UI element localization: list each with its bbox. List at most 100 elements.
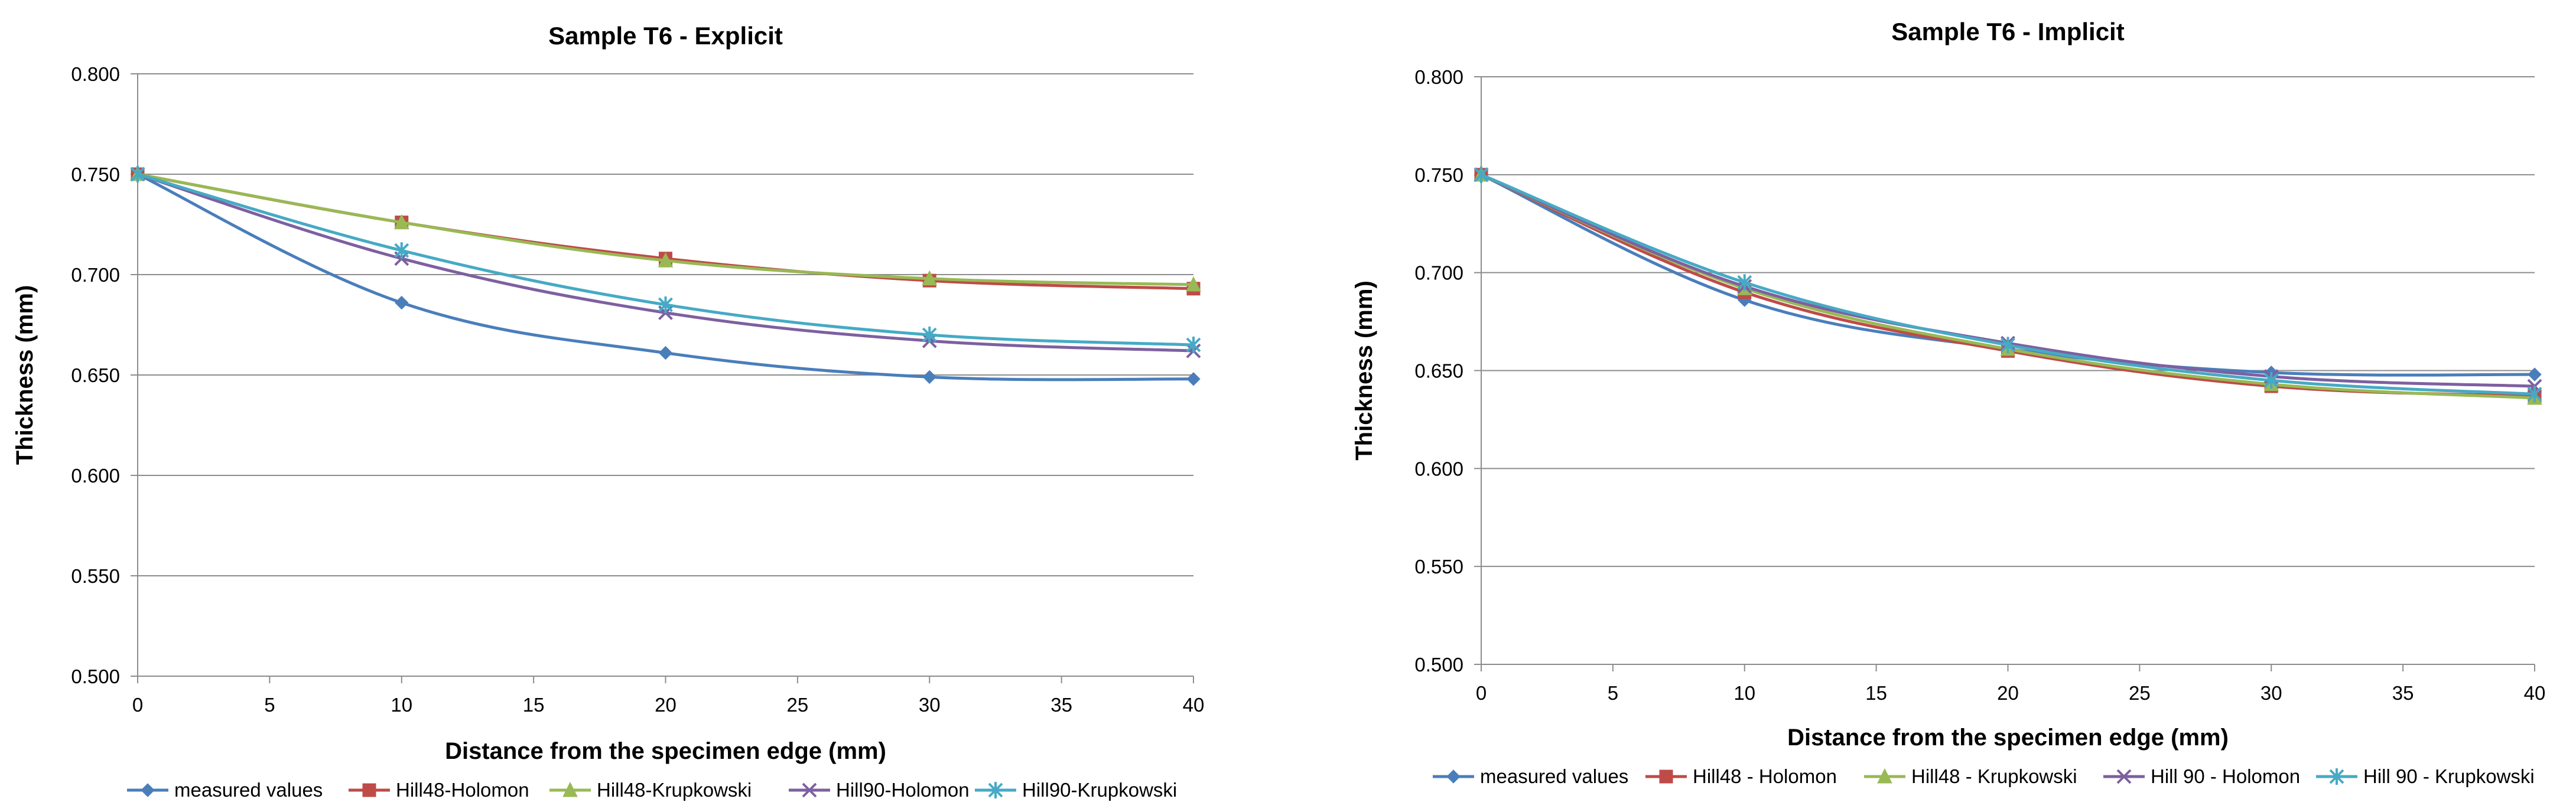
chart-implicit-svg: Sample T6 - Implicit 0.500 0.550 0.600 0.650…	[1351, 18, 2546, 787]
legend-label: Hill90-Krupkowski	[1022, 779, 1177, 801]
chart-title: Sample T6 - Implicit	[1891, 18, 2124, 45]
legend-label: Hill48 - Holomon	[1693, 765, 1837, 787]
y-tick-label: 0.650	[71, 364, 120, 386]
legend-item: Hill48 - Krupkowski	[1864, 765, 2077, 787]
series-3	[1474, 167, 2542, 394]
y-axis-title: Thickness (mm)	[12, 285, 38, 465]
legend-item: measured values	[127, 779, 323, 801]
legend-item: Hill90-Holomon	[789, 779, 970, 801]
legend-marker	[1877, 768, 1892, 784]
x-tick-label: 30	[919, 694, 941, 716]
data-point	[394, 242, 409, 259]
x-tick-label: 40	[2524, 682, 2546, 704]
x-tick-label: 40	[1183, 694, 1205, 716]
series-2	[1474, 166, 2542, 405]
y-tick-label: 0.500	[71, 666, 120, 687]
x-tick-label: 20	[655, 694, 676, 716]
legend-marker	[802, 782, 817, 798]
legend-marker	[141, 783, 155, 797]
series-4	[1474, 166, 2542, 403]
series-0	[131, 167, 1201, 386]
legend-marker	[2116, 769, 2132, 784]
legend-label: Hill90-Holomon	[836, 779, 970, 801]
legend-marker	[1446, 769, 1461, 784]
data-point	[2528, 367, 2542, 381]
y-tick-label: 0.700	[1414, 262, 1463, 284]
legend-marker	[1659, 769, 1673, 784]
y-axis-title: Thickness (mm)	[1351, 281, 1377, 461]
x-tick-label: 5	[264, 694, 275, 716]
x-axis-title: Distance from the specimen edge (mm)	[445, 738, 886, 764]
x-tick-label: 0	[1476, 682, 1487, 704]
x-tick-label: 30	[2260, 682, 2282, 704]
series-line	[137, 172, 1194, 291]
data-point	[393, 214, 409, 230]
data-point	[2527, 386, 2542, 403]
series-line	[137, 172, 1194, 286]
data-point	[1474, 166, 1489, 183]
data-point	[1186, 276, 1201, 292]
legend-item: Hill48-Krupkowski	[549, 779, 752, 801]
legend-label: Hill48-Holomon	[396, 779, 529, 801]
x-tick-label: 35	[1050, 694, 1072, 716]
chart-title: Sample T6 - Explicit	[548, 22, 783, 50]
legend-item: Hill 90 - Krupkowski	[2316, 765, 2535, 787]
x-axis-title: Distance from the specimen edge (mm)	[1787, 725, 2229, 751]
x-tick-label: 25	[787, 694, 809, 716]
data-point	[2001, 337, 2015, 354]
series-4	[130, 166, 1201, 353]
y-tick-label: 0.800	[71, 63, 120, 85]
legend-item: Hill 90 - Holomon	[2103, 765, 2300, 787]
legend-label: Hill 90 - Holomon	[2151, 765, 2300, 787]
series-2	[130, 165, 1201, 292]
y-tick-label: 0.700	[71, 264, 120, 286]
data-point	[658, 252, 674, 268]
y-tick-label: 0.600	[71, 465, 120, 487]
legend-marker	[2329, 768, 2344, 785]
series-1	[131, 167, 1201, 296]
data-point	[395, 295, 409, 310]
x-tick-label: 10	[391, 694, 412, 716]
x-tick-label: 5	[1608, 682, 1618, 704]
x-tick-label: 10	[1733, 682, 1755, 704]
series-line	[1481, 173, 2535, 400]
data-point	[922, 370, 936, 384]
data-point	[1186, 337, 1201, 353]
data-point	[922, 327, 937, 343]
legend-item: Hill48 - Holomon	[1645, 765, 1837, 787]
y-tick-label: 0.600	[1414, 458, 1463, 480]
legend-marker	[988, 782, 1003, 798]
chart-explicit: Sample T6 - Explicit 0.500 0.550 0.600 0.650…	[12, 22, 1205, 801]
data-point	[1737, 274, 1752, 291]
y-tick-label: 0.550	[1414, 556, 1463, 578]
data-point	[1186, 372, 1201, 386]
legend-item: measured values	[1433, 765, 1628, 787]
series-1	[1474, 168, 2542, 403]
legend-label: Hill48 - Krupkowski	[1911, 765, 2077, 787]
legend-label: Hill 90 - Krupkowski	[2363, 765, 2535, 787]
data-point	[130, 166, 145, 182]
series-line	[1480, 173, 2535, 398]
x-tick-label: 0	[132, 694, 143, 716]
chart-explicit-svg: Sample T6 - Explicit 0.500 0.550 0.600 0.650…	[12, 22, 1205, 801]
x-tick-label: 15	[523, 694, 545, 716]
legend-label: measured values	[174, 779, 323, 801]
data-point	[658, 345, 673, 360]
y-tick-label: 0.500	[1414, 654, 1463, 676]
legend-marker	[362, 783, 376, 797]
x-tick-label: 35	[2392, 682, 2414, 704]
x-tick-label: 25	[2129, 682, 2151, 704]
y-tick-label: 0.750	[1414, 164, 1463, 186]
data-point	[2263, 372, 2279, 389]
y-tick-label: 0.650	[1414, 360, 1463, 382]
legend-marker	[562, 781, 578, 797]
y-tick-label: 0.750	[71, 164, 120, 185]
series-line	[1481, 173, 2535, 396]
chart-implicit: Sample T6 - Implicit 0.500 0.550 0.600 0.650…	[1335, 0, 2576, 812]
legend-label: Hill48-Krupkowski	[597, 779, 752, 801]
y-tick-label: 0.800	[1414, 66, 1463, 88]
x-tick-label: 15	[1865, 682, 1887, 704]
data-point	[922, 270, 938, 286]
legend-item: Hill48-Holomon	[349, 779, 529, 801]
legend-label: measured values	[1480, 765, 1628, 787]
